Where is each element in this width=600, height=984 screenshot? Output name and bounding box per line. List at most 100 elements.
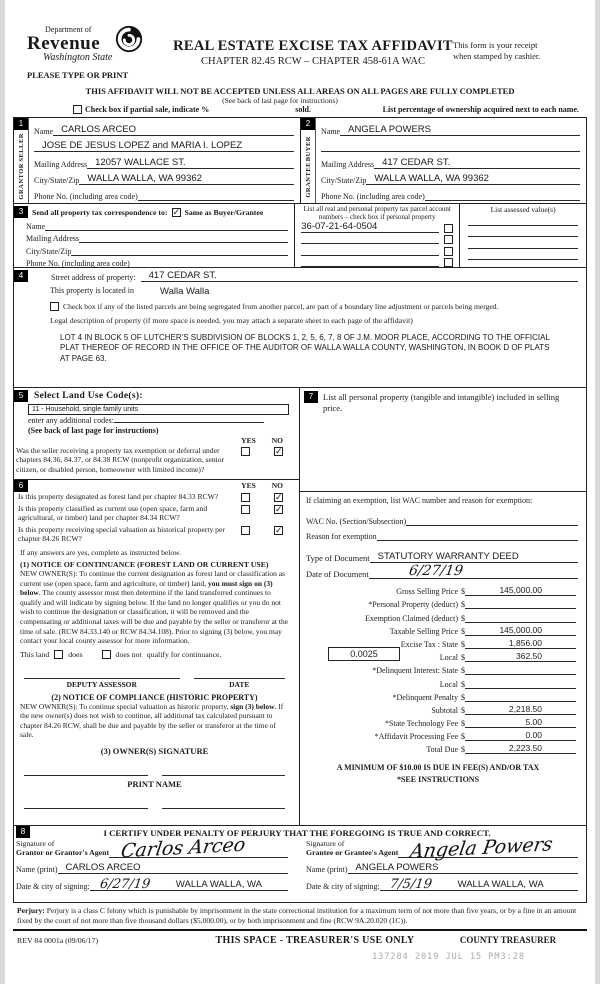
does-not-label: does not (115, 649, 142, 659)
date-of-document-label: Date of Document (306, 569, 369, 579)
fin-row: Subtotal $2,218.50 (300, 702, 576, 715)
print-name-line-1[interactable] (24, 799, 148, 810)
parcel-number-field[interactable] (301, 254, 440, 256)
assessed-value-field[interactable] (468, 259, 578, 260)
assessed-value-field[interactable] (468, 224, 578, 226)
financial-block: Gross Selling Price $145,000.00 *Personal… (300, 579, 586, 785)
form-revision-label: REV 84 0001a (09/06/17) (17, 935, 99, 945)
fin-value[interactable] (465, 674, 576, 676)
type-of-document-field[interactable]: STATUTORY WARRANTY DEED (369, 551, 578, 563)
yes-header: YES (241, 436, 256, 445)
fin-row: Local $ (300, 675, 576, 689)
fin-value[interactable] (465, 608, 576, 610)
corr-name-field[interactable] (45, 229, 289, 231)
parcel-personal-checkbox-2[interactable] (444, 235, 454, 245)
grantee-certification: Signature of Grantee or Grantee's Agent A… (306, 833, 578, 892)
land-use-section: 5 Select Land Use Code(s): 11 - Househol… (14, 388, 299, 480)
land-use-code-select[interactable]: 11 - Household, single family units (28, 404, 289, 415)
fin-value[interactable]: 5.00 (465, 717, 576, 729)
street-address-field[interactable]: 417 CEDAR ST. (140, 270, 578, 282)
same-as-buyer-checkbox[interactable]: ✓ (171, 207, 181, 218)
print-name-line-2[interactable] (161, 799, 285, 810)
buyer-name2-field[interactable] (321, 151, 580, 153)
segregated-checkbox[interactable] (50, 302, 59, 311)
parcel-personal-checkbox-4[interactable] (444, 258, 454, 268)
reason-field[interactable] (376, 540, 578, 541)
local-rate-box[interactable]: 0.0025 (328, 647, 400, 662)
segregated-label: Check box if any of the listed parcels a… (63, 302, 499, 311)
dor-swirl-icon (116, 25, 143, 53)
grantee-print-name-field[interactable]: ANGELA POWERS (347, 862, 578, 874)
buyer-name-field[interactable]: ANGELA POWERS (340, 124, 580, 136)
partial-sale-checkbox[interactable] (73, 105, 82, 114)
corr-city-field[interactable] (71, 254, 289, 256)
does-not-checkbox[interactable] (101, 649, 111, 659)
buyer-mailing-field[interactable]: 417 CEDAR ST. (374, 157, 580, 169)
assessed-value-header: List assessed value(s) (490, 205, 556, 214)
buyer-city-field[interactable]: WALLA WALLA, WA 99362 (366, 173, 580, 185)
any-yes-note: If any answers are yes, complete as inst… (20, 547, 182, 557)
send-correspondence-label: Send all property tax correspondence to: (32, 207, 168, 217)
forest-yes-checkbox[interactable] (241, 493, 250, 502)
grantee-signature-line[interactable]: Angela Powers (398, 833, 578, 863)
grantor-print-name-field[interactable]: CARLOS ARCEO (57, 862, 288, 874)
parcel-personal-checkbox-1[interactable] (444, 223, 454, 233)
fin-value[interactable]: 362.50 (465, 651, 576, 663)
current-use-yes-checkbox[interactable] (241, 505, 250, 514)
current-use-no-checkbox[interactable]: ✓ (274, 505, 283, 515)
parcel-number-field[interactable] (301, 266, 440, 268)
fin-value[interactable]: 0.00 (465, 730, 576, 742)
assessed-value-field[interactable] (468, 247, 578, 249)
fin-row: Excise Tax : State $1,856.00 (300, 636, 576, 649)
grantee-date-city-line[interactable]: 7/5/19 WALLA WALLA, WA (379, 876, 578, 892)
owner-signature-line-1[interactable] (24, 766, 148, 777)
minimum-note: A MINIMUM OF $10.00 IS DUE IN FEE(S) AND… (336, 763, 540, 773)
fin-value[interactable] (465, 621, 576, 623)
parcel-number-field[interactable] (301, 243, 440, 245)
receipt-note: This form is your receipt when stamped b… (453, 40, 541, 62)
section-5-number: 5 (14, 390, 28, 402)
section-4-number: 4 (14, 270, 28, 282)
seller-city-field[interactable]: WALLA WALLA, WA 99362 (79, 173, 294, 185)
corr-mailing-field[interactable] (79, 242, 289, 243)
seller-name2-field[interactable]: JOSE DE JESUS LOPEZ and MARIA I. LOPEZ (34, 140, 294, 153)
historic-no-checkbox[interactable]: ✓ (274, 525, 283, 536)
owner-signature-line-2[interactable] (161, 766, 285, 777)
fin-value[interactable]: 1,856.00 (465, 638, 576, 649)
fin-value[interactable] (465, 687, 576, 689)
fin-value[interactable]: 145,000.00 (465, 625, 576, 636)
assessed-value-field[interactable] (468, 236, 578, 237)
fin-value[interactable]: 2,218.50 (465, 704, 576, 715)
grantor-date-city-line[interactable]: 6/27/19 WALLA WALLA, WA (89, 877, 288, 892)
historic-yes-checkbox[interactable] (241, 525, 250, 535)
seller-mailing-field[interactable]: 12057 WALLACE ST. (87, 157, 294, 169)
grantee-signing-date: 7/5/19 (388, 876, 433, 892)
located-in-field[interactable]: Walla Walla (159, 286, 210, 297)
compliance-text: NEW OWNER(S): To continue special valuat… (20, 701, 284, 740)
date-of-document-field[interactable]: 6/27/19 (368, 563, 578, 579)
fin-value[interactable]: 145,000.00 (465, 585, 576, 597)
seller-name-field[interactable]: CARLOS ARCEO (53, 124, 294, 136)
parcel-personal-checkbox-3[interactable] (444, 246, 454, 256)
wac-field[interactable] (406, 525, 578, 526)
additional-codes-field[interactable] (113, 422, 264, 423)
parcel-number-field[interactable]: 36-07-21-64-0504 (301, 221, 440, 233)
buyer-phone-field[interactable] (424, 200, 580, 201)
exemption-yes-checkbox[interactable] (241, 447, 250, 456)
does-checkbox[interactable] (54, 649, 64, 659)
seller-side-label: SELLER GRANTOR (17, 133, 25, 200)
legal-description-field[interactable]: LOT 4 IN BLOCK 5 OF LUTCHER'S SUBDIVISIO… (60, 333, 550, 363)
exemption-no-checkbox[interactable]: ✓ (274, 447, 283, 457)
seller-phone-field[interactable] (137, 200, 294, 201)
fin-value[interactable]: 2,223.50 (465, 743, 576, 755)
continuance-text: NEW OWNER(S): To continue the current de… (20, 568, 289, 646)
deputy-assessor-signature-line[interactable] (24, 669, 180, 679)
corr-phone-field[interactable] (129, 267, 289, 268)
forest-land-section: 6 YES NO Is this property designated as … (14, 480, 299, 825)
assessor-date-line[interactable] (193, 669, 285, 679)
section-6-number: 6 (14, 480, 28, 492)
forest-no-checkbox[interactable]: ✓ (274, 493, 283, 503)
grantor-signature-line[interactable]: Carlos Arceo (109, 834, 288, 862)
deputy-assessor-label: DEPUTY ASSESSOR (66, 679, 137, 689)
fin-value[interactable] (465, 700, 576, 702)
